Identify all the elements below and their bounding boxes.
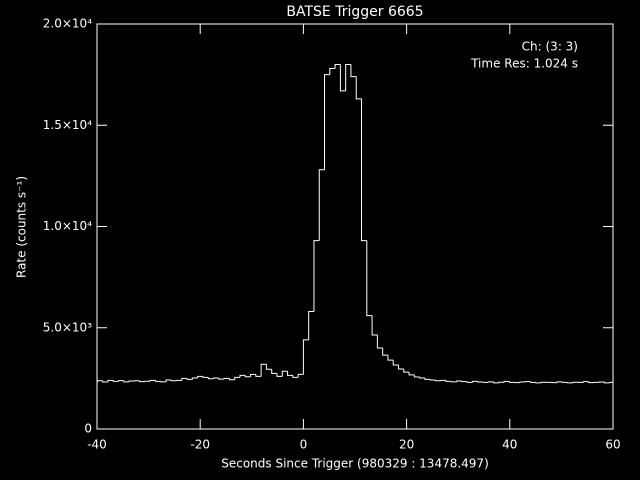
y-tick-label: 2.0×10⁴ [43,17,92,31]
histogram-step [181,377,188,381]
histogram-step [191,377,198,380]
histogram-step [255,374,262,377]
histogram-step [604,382,610,384]
histogram-step [112,380,119,382]
histogram-step [339,64,346,92]
histogram-step [429,379,436,381]
annotation: Ch: (3: 3) [522,40,578,54]
x-tick-label: 0 [300,438,308,452]
histogram-step [461,381,468,383]
histogram-step [139,380,145,383]
histogram-step [350,64,357,78]
histogram-step [197,375,204,378]
histogram-step [117,380,124,382]
histogram-step [561,381,568,383]
histogram-step [313,240,320,312]
chart-title: BATSE Trigger 6665 [286,4,423,20]
histogram-step [102,380,108,383]
histogram-step [297,373,304,378]
histogram-step [477,381,484,383]
histogram-step [498,381,505,383]
plot-frame [96,23,614,430]
histogram-step [308,311,314,340]
histogram-step [403,369,410,373]
histogram-step [345,64,351,91]
histogram-step [398,365,404,370]
histogram-step [434,379,441,382]
x-tick-label: 60 [605,438,620,452]
histogram-step [292,375,299,378]
histogram-step [371,315,378,336]
histogram-step [324,74,330,170]
histogram-step [387,355,394,361]
histogram-step [228,378,235,381]
histogram-step [281,370,288,377]
histogram-step [582,381,589,383]
histogram-step [530,381,536,383]
histogram-step [519,381,526,383]
histogram-step [218,377,225,380]
histogram-step [149,379,156,382]
y-tick-label: 0 [84,422,92,436]
histogram-step [376,335,383,349]
histogram-step [382,348,388,356]
histogram-step [329,68,336,75]
histogram-step [508,381,515,383]
histogram-step [123,380,130,383]
histogram-step [128,380,135,382]
histogram-step [276,373,283,377]
histogram-step [487,381,494,383]
x-tick-label: -40 [87,438,107,452]
histogram-step [471,380,478,383]
histogram-step [223,377,230,380]
histogram-step [493,381,499,384]
histogram-step [355,76,362,100]
histogram-step [424,377,431,380]
annotation: Time Res: 1.024 s [470,57,578,71]
y-tick-label: 1.0×10⁴ [43,219,92,233]
histogram-step [588,381,595,384]
x-axis-label: Seconds Since Trigger (980329 : 13478.49… [221,457,489,471]
histogram-step [445,380,452,382]
histogram-step [202,376,209,378]
histogram-step [413,374,420,378]
histogram-step [271,369,277,374]
x-tick-label: -20 [190,438,210,452]
histogram-step [107,379,114,383]
histogram-step [265,364,272,370]
histogram-step [466,381,473,383]
histogram-step [572,381,579,383]
histogram-step [366,240,373,317]
histogram-step [540,381,547,383]
histogram-step [419,376,425,379]
y-tick-label: 5.0×10³ [43,320,92,334]
histogram-step [97,380,103,383]
histogram-step [186,378,193,380]
histogram-step [392,360,399,366]
histogram-step [250,373,256,377]
histogram-step [361,98,367,242]
histogram-step [213,377,219,379]
histogram-step [408,372,415,376]
histogram-step [165,379,172,382]
histogram-step [334,64,341,69]
y-axis-label: Rate (counts s⁻¹) [15,176,29,278]
histogram-step [287,371,293,376]
histogram-step [234,376,240,380]
histogram-step [239,374,246,378]
histogram-step [318,169,325,241]
histogram-step [503,380,510,383]
histogram-step [244,375,251,378]
histogram-step [456,380,462,382]
histogram-step [302,339,309,375]
x-tick-label: 40 [502,438,517,452]
histogram-step [154,380,161,382]
x-tick-label: 20 [399,438,414,452]
histogram-step [170,379,177,382]
histogram-step [556,381,563,383]
y-tick-label: 1.5×10⁴ [43,118,92,132]
histogram-step [207,377,214,380]
histogram-step [260,363,267,377]
